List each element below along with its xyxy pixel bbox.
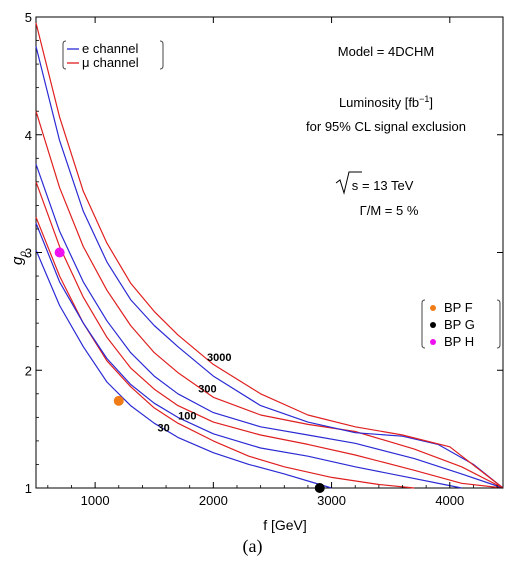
exclusion-annotation: for 95% CL signal exclusion: [306, 119, 466, 134]
y-tick-label: 4: [25, 128, 32, 143]
axis-ticks: 1000 2000 3000 4000 1 2 3 4 5: [25, 10, 503, 508]
bp-f-legend-label: BP F: [444, 300, 473, 315]
curve-30-e: [35, 249, 332, 489]
bp-h-legend-marker: [430, 339, 436, 345]
contour-label-300: 300: [198, 384, 216, 396]
contour-labels: 3000 300 100 30: [158, 352, 232, 435]
curve-300-mu: [35, 111, 504, 489]
benchmark-bp-h: [54, 247, 65, 258]
y-tick-label: 5: [25, 10, 32, 25]
curve-100-e: [35, 222, 462, 489]
y-tick-label: 3: [25, 246, 32, 261]
luminosity-close: ]: [429, 95, 433, 110]
legend-label-e: e channel: [82, 41, 138, 56]
curve-100-mu: [35, 181, 504, 489]
contour-label-30: 30: [158, 422, 170, 434]
benchmark-bp-f: [113, 395, 124, 406]
channel-legend: e channel μ channel: [62, 40, 164, 70]
bp-h-legend-label: BP H: [444, 334, 474, 349]
bp-g-legend-marker: [430, 322, 436, 328]
y-tick-label: 2: [25, 363, 32, 378]
x-tick-label: 3000: [317, 493, 346, 508]
annotation-block: Model = 4DCHM Luminosity [fb−1] for 95% …: [306, 44, 466, 218]
x-axis-label: f [GeV]: [263, 517, 307, 533]
x-tick-label: 1000: [81, 493, 110, 508]
luminosity-text: Luminosity [fb: [339, 95, 419, 110]
x-tick-label: 4000: [435, 493, 464, 508]
legend-bracket-right: [159, 40, 164, 70]
y-tick-label: 1: [25, 481, 32, 496]
model-annotation: Model = 4DCHM: [338, 44, 434, 59]
legend-bracket-left: [62, 40, 67, 70]
sqrt-s-annotation: s = 13 TeV: [335, 171, 414, 195]
bp-f-legend-marker: [430, 305, 436, 311]
curve-3000-e: [35, 46, 504, 489]
benchmark-legend: BP F BP G BP H: [421, 299, 501, 349]
bp-legend-bracket-right: [496, 299, 501, 349]
bp-g-legend-label: BP G: [444, 317, 475, 332]
benchmark-bp-g: [314, 483, 325, 493]
exclusion-chart: 3000 300 100 30 1000 2000 3000 4000 1 2 3 4 5 f [Ge…: [9, 10, 504, 533]
sqrt-s-symbol: s: [352, 178, 359, 193]
contour-label-100: 100: [178, 411, 196, 423]
contour-label-3000: 3000: [207, 352, 231, 364]
luminosity-annotation: Luminosity [fb−1]: [339, 94, 433, 110]
luminosity-superscript: −1: [419, 94, 429, 104]
bp-legend-bracket-left: [421, 299, 426, 349]
width-annotation: Γ/M = 5 %: [360, 203, 419, 218]
exclusion-curves: [35, 22, 504, 489]
legend-label-mu: μ channel: [82, 55, 139, 70]
sqrt-icon: [335, 171, 362, 195]
curve-300-e: [35, 164, 504, 489]
x-tick-label: 2000: [199, 493, 228, 508]
benchmark-points: [54, 247, 325, 493]
figure-caption: (a): [242, 536, 263, 556]
curve-3000-mu: [35, 22, 504, 489]
sqrt-s-value: = 13 TeV: [362, 178, 414, 193]
